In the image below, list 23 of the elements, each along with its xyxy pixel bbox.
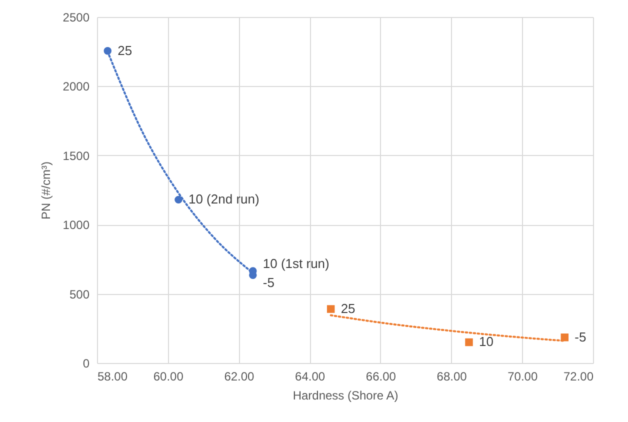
y-tick-label: 1500 [62, 148, 90, 163]
y-tick-label: 2000 [62, 80, 90, 94]
y-axis-title: PN (#/cm³) [38, 162, 53, 220]
y-tick-label: 1000 [62, 218, 90, 232]
x-tick-label: 68.00 [436, 370, 468, 384]
annotation: -5 [574, 329, 586, 344]
x-tick-label: 60.00 [153, 370, 184, 384]
y-tick-label: 500 [69, 287, 90, 302]
x-tick-label: 64.00 [295, 370, 326, 384]
x-tick-label: 70.00 [508, 370, 538, 384]
annotation: 25 [340, 301, 356, 316]
annotation: 10 (2nd run) [188, 192, 260, 207]
y-tick-label: 2500 [62, 10, 90, 24]
x-tick-label: 72.00 [563, 370, 594, 384]
x-tick-label: 66.00 [366, 370, 396, 384]
x-axis-title: Hardness (Shore A) [292, 388, 398, 402]
y-tick-label: 0 [82, 356, 90, 370]
annotation: 10 [479, 334, 494, 350]
annotation: 25 [118, 42, 132, 58]
annotation: -5 [262, 275, 274, 290]
x-tick-label: 62.00 [224, 370, 255, 384]
x-tick-label: 58.00 [98, 370, 128, 384]
annotation: 10 (1st run) [262, 256, 330, 271]
